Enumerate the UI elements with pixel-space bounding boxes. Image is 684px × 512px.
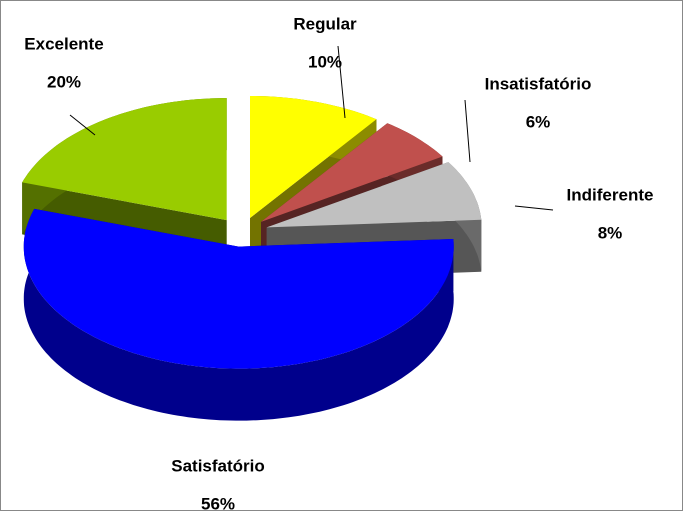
slice-value-label: 56% bbox=[201, 494, 235, 512]
leader-line bbox=[69, 114, 96, 136]
leader-line bbox=[464, 99, 471, 163]
slice-label: Excelente bbox=[24, 34, 103, 53]
slice-label: Insatisfatório bbox=[485, 74, 592, 93]
slice-label: Satisfatório bbox=[171, 456, 265, 475]
slice bbox=[250, 96, 377, 218]
slice bbox=[261, 123, 443, 222]
slice-value-label: 8% bbox=[598, 223, 623, 242]
slice-label: Indiferente bbox=[567, 185, 654, 204]
slice-value-label: 6% bbox=[526, 112, 551, 131]
leader-line bbox=[337, 45, 346, 119]
slice bbox=[23, 208, 454, 369]
slice-value-label: 20% bbox=[47, 72, 81, 91]
slice-label: Regular bbox=[293, 14, 357, 33]
slice-value-label: 10% bbox=[308, 52, 342, 71]
slice bbox=[266, 162, 482, 228]
slice bbox=[22, 98, 227, 221]
slice-side bbox=[23, 208, 454, 421]
leader-line bbox=[514, 205, 554, 211]
